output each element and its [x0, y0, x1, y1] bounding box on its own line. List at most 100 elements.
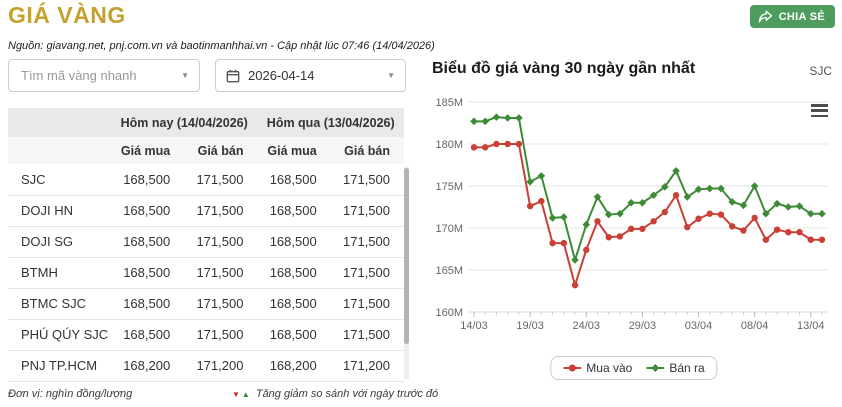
sub-header-buy-yesterday: Giá mua [257, 137, 331, 164]
row-price-value: 168,500 [110, 195, 185, 227]
row-price-value: 171,500 [184, 195, 258, 227]
row-gold-code: SJC [8, 164, 111, 196]
chart-title: Biểu đồ giá vàng 30 ngày gần nhất [432, 60, 696, 77]
table-group-header-row: Hôm nay (14/04/2026) Hôm qua (13/04/2026… [8, 108, 404, 137]
table-row: PNJ TP.HCM 168,200 171,200 168,200 171,200 [8, 350, 404, 382]
data-point-marker [818, 209, 826, 218]
gold-code-select[interactable]: Tìm mã vàng nhanh ▼ [8, 59, 200, 92]
data-point-marker [616, 233, 624, 240]
chevron-down-icon: ▼ [387, 71, 395, 80]
row-price-value: 168,200 [110, 350, 185, 382]
table-scrollbar-track [404, 166, 409, 380]
data-point-marker [728, 198, 736, 206]
sub-header-buy-today: Giá mua [110, 137, 185, 164]
page-title: GIÁ VÀNG [8, 2, 126, 28]
triangle-down-icon: ▼ [232, 389, 240, 399]
date-picker[interactable]: 2026-04-14 ▼ [215, 59, 406, 92]
legend-item-mua-vao[interactable]: Mua vào [563, 361, 632, 375]
data-point-marker [773, 226, 781, 233]
sub-header-spacer [8, 137, 111, 164]
x-axis-label: 24/03 [572, 320, 600, 332]
data-point-marker [515, 140, 523, 148]
unit-note: Đơn vị: nghìn đồng/lượng [8, 388, 133, 400]
chart-legend: Mua vào Bán ra [550, 356, 718, 380]
data-point-marker [784, 203, 793, 211]
data-point-marker [806, 209, 815, 218]
data-point-marker [470, 117, 478, 126]
data-point-marker [650, 218, 657, 225]
row-price-value: 171,500 [184, 257, 258, 289]
row-price-value: 168,500 [257, 195, 331, 227]
data-point-marker [604, 210, 613, 219]
calendar-icon [226, 69, 240, 82]
chart-menu-icon[interactable] [811, 104, 828, 117]
data-point-marker [549, 239, 556, 247]
data-point-marker [470, 144, 478, 151]
chevron-down-icon: ▼ [181, 71, 189, 80]
data-point-marker [593, 193, 602, 201]
row-price-value: 168,500 [257, 288, 331, 320]
table-sub-header-row: Giá mua Giá bán Giá mua Giá bán [8, 137, 404, 164]
row-price-value: 171,500 [330, 164, 404, 196]
compare-note: ▼ ▲ Tăng giảm so sánh với ngày trước đó [232, 388, 438, 400]
data-point-marker [683, 193, 692, 201]
data-point-marker [661, 208, 669, 216]
data-point-marker [503, 114, 512, 122]
data-point-marker [684, 223, 691, 231]
data-point-marker [583, 246, 590, 254]
y-axis-label: 160M [435, 307, 463, 319]
data-point-marker [560, 239, 568, 247]
row-gold-code: DOJI SG [8, 226, 111, 258]
data-point-marker [481, 117, 490, 126]
data-point-marker [571, 256, 579, 264]
price-table-body: SJC 168,500 171,500 168,500 171,500 DOJI HN 16… [8, 164, 404, 382]
row-price-value: 168,500 [257, 164, 331, 196]
data-point-marker [773, 199, 781, 208]
data-point-marker [795, 202, 804, 210]
row-price-value: 171,500 [184, 164, 258, 196]
chart-area: 160M 165M 170M 175M 180M 185M 14/03 19/03 24/03 2… [432, 90, 836, 400]
data-point-marker [482, 144, 489, 151]
y-axis-label: 185M [435, 97, 463, 109]
row-price-value: 171,500 [330, 195, 404, 227]
row-price-value: 171,500 [330, 319, 404, 351]
share-button-label: CHIA SẺ [778, 10, 825, 23]
table-row: BTMC SJC 168,500 171,500 168,500 171,500 [8, 288, 404, 320]
row-gold-code: PHÚ QÚY SJC [8, 319, 111, 351]
y-axis-label: 180M [435, 139, 463, 151]
legend-label: Bán ra [669, 361, 705, 375]
data-point-marker [818, 236, 826, 243]
data-point-marker [762, 236, 770, 243]
data-point-marker [728, 223, 736, 230]
table-row: DOJI SG 168,500 171,500 168,500 171,500 [8, 226, 404, 258]
data-point-marker [526, 178, 534, 186]
data-point-marker [739, 201, 748, 210]
row-price-value: 171,500 [184, 319, 258, 351]
share-button[interactable]: CHIA SẺ [749, 5, 835, 28]
row-price-value: 171,500 [330, 288, 404, 320]
group-header-yesterday: Hôm qua (13/04/2026) [257, 108, 404, 137]
triangle-up-icon: ▲ [241, 389, 250, 399]
legend-item-ban-ra[interactable]: Bán ra [646, 361, 705, 375]
data-point-marker [504, 140, 511, 148]
table-scrollbar-thumb[interactable] [404, 168, 409, 344]
group-header-today: Hôm nay (14/04/2026) [110, 108, 258, 137]
data-point-marker [605, 234, 612, 241]
row-price-value: 171,200 [184, 350, 258, 382]
y-axis-label: 175M [435, 181, 463, 193]
x-axis-label: 13/04 [797, 320, 825, 332]
data-point-marker [706, 210, 713, 217]
row-gold-code: DOJI HN [8, 195, 111, 227]
data-point-marker [672, 167, 680, 175]
data-point-marker [796, 229, 803, 236]
row-price-value: 168,500 [110, 164, 185, 196]
legend-label: Mua vào [586, 361, 633, 375]
table-row: SJC 168,500 171,500 168,500 171,500 [8, 164, 404, 196]
y-axis-label: 165M [435, 265, 463, 277]
table-row: BTMH 168,500 171,500 168,500 171,500 [8, 257, 404, 289]
row-gold-code: BTMH [8, 257, 111, 289]
row-gold-code: BTMC SJC [8, 288, 111, 320]
share-arrow-icon [758, 10, 772, 23]
row-price-value: 168,500 [110, 257, 185, 289]
